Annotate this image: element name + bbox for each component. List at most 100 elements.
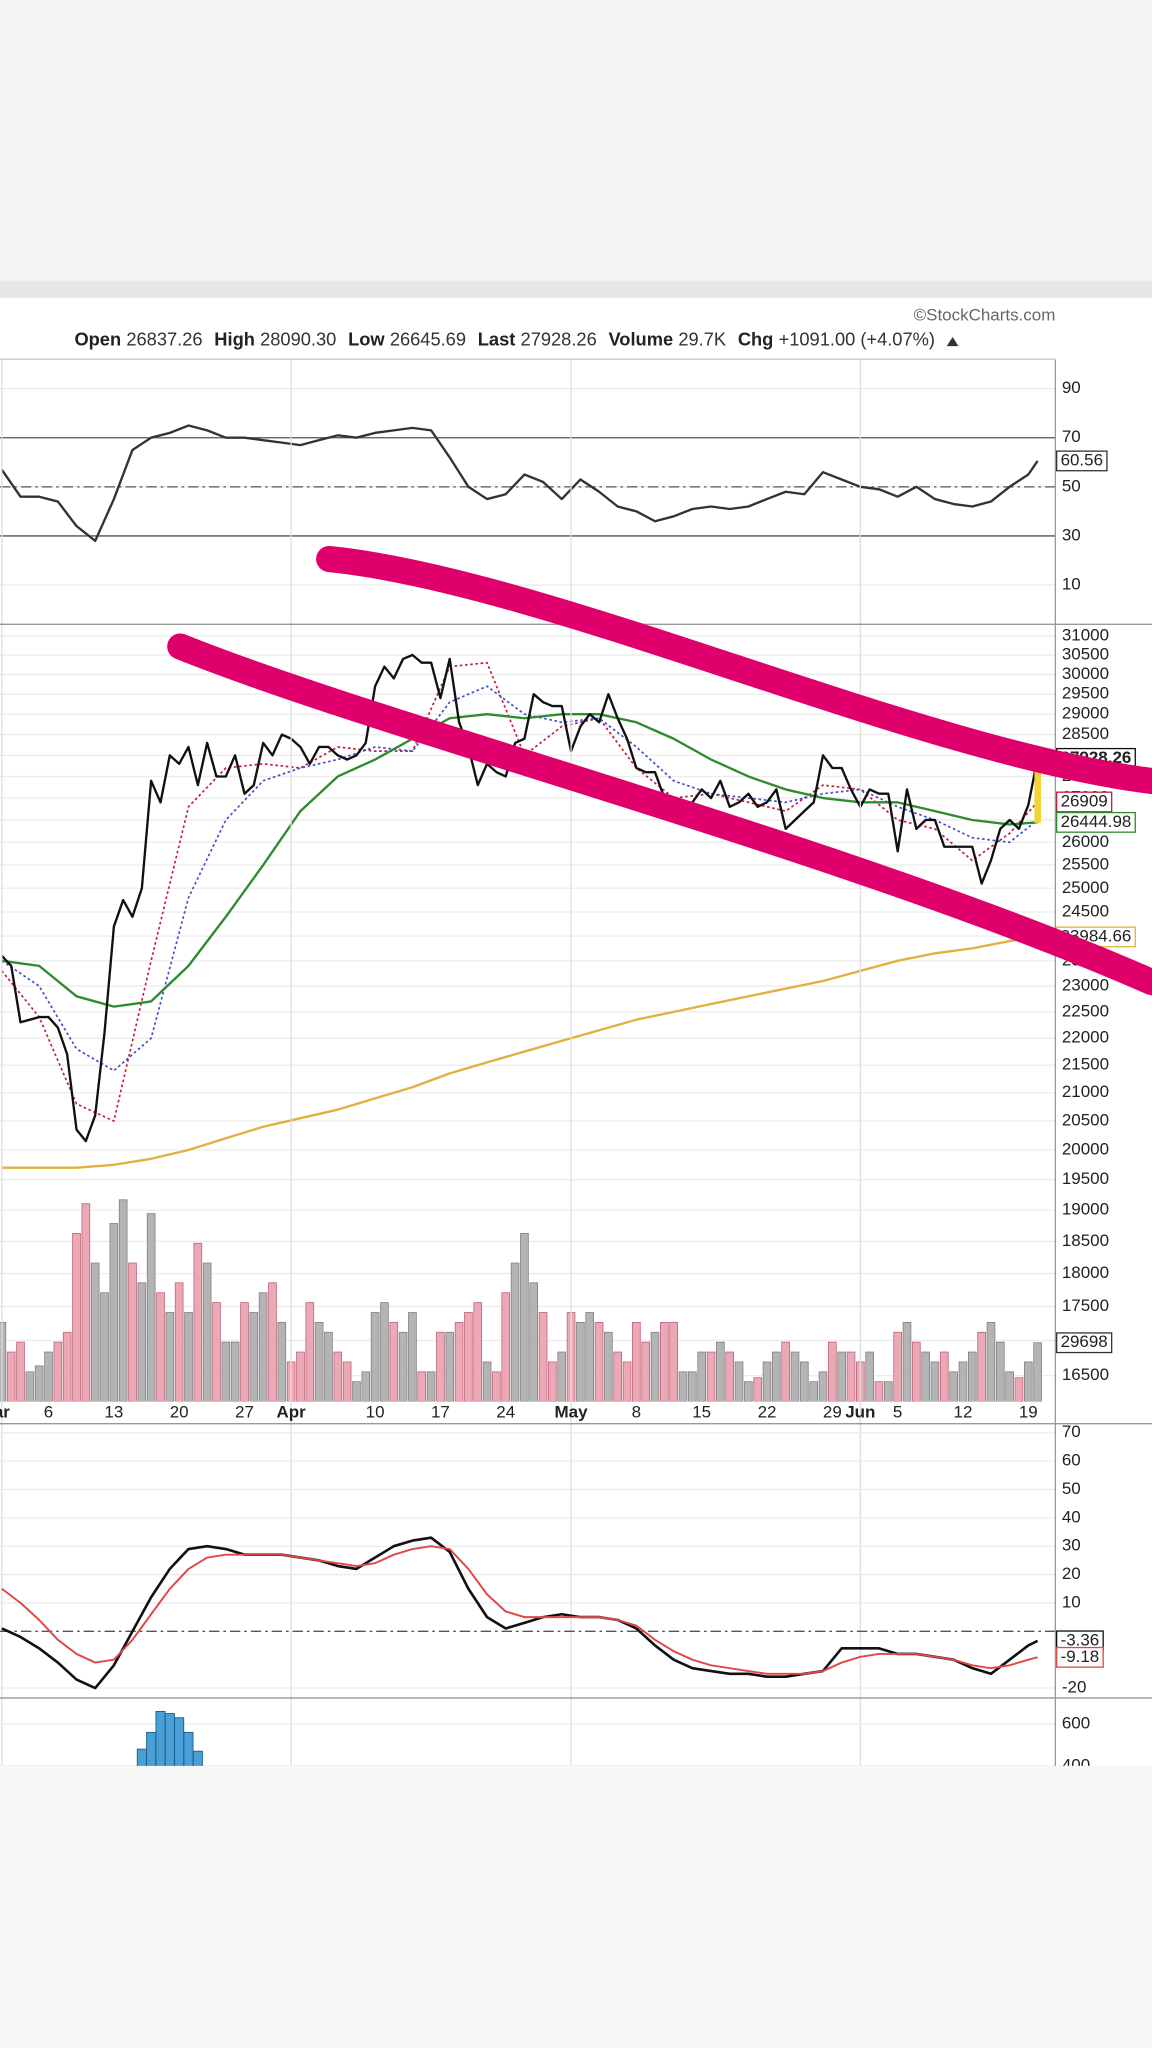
y-tick-label: 23000	[1062, 976, 1109, 995]
series-line	[1, 713, 1038, 1008]
volume-bar	[912, 1341, 921, 1402]
volume-bar	[137, 1282, 147, 1402]
volume-bar	[473, 1302, 483, 1402]
volume-bar	[632, 1321, 641, 1402]
volume-bar	[342, 1361, 352, 1402]
y-tick-label: 25000	[1062, 878, 1109, 897]
x-tick-label: 10	[366, 1403, 385, 1422]
x-tick-label: 13	[104, 1403, 123, 1422]
volume-bar	[389, 1321, 399, 1402]
volume-bar	[230, 1341, 240, 1402]
volume-bar	[193, 1242, 203, 1402]
source: ©StockCharts.com	[914, 306, 1056, 325]
volume-bar	[977, 1331, 986, 1402]
volume-bar	[576, 1321, 585, 1402]
volume-bar	[1033, 1342, 1042, 1402]
volume-bar	[613, 1351, 623, 1402]
volume-bar	[678, 1371, 688, 1402]
volume-bar	[221, 1341, 231, 1402]
x-tick-label: 5	[893, 1403, 902, 1422]
panel	[0, 1710, 1056, 1766]
header-value: 28090.30	[260, 329, 336, 350]
volume-bar	[53, 1341, 63, 1402]
volume-bar	[445, 1331, 455, 1402]
panel	[0, 635, 1056, 1402]
volume-bar	[174, 1282, 184, 1402]
volume-bar	[380, 1302, 389, 1402]
volume-bar	[62, 1331, 72, 1402]
header-label: Open	[74, 329, 121, 350]
volume-bar	[538, 1312, 548, 1402]
y-tick-label: 25500	[1062, 855, 1109, 874]
volume-bar	[146, 1213, 156, 1402]
y-tick-label: 10	[1062, 575, 1081, 594]
volume-bar	[939, 1351, 949, 1402]
x-tick-label: Jun	[845, 1403, 875, 1422]
volume-bar	[902, 1321, 912, 1402]
volume-bar	[34, 1365, 44, 1402]
series-line	[1, 685, 1039, 1072]
value-label-box	[1055, 450, 1108, 472]
volume-bar	[884, 1381, 893, 1402]
volume-bar	[156, 1292, 165, 1402]
volume-bar	[594, 1321, 604, 1402]
volume-bar	[417, 1371, 427, 1402]
volume-bar	[482, 1361, 492, 1402]
volume-bar	[268, 1282, 277, 1402]
volume-bar	[893, 1331, 902, 1402]
volume-bar	[688, 1371, 697, 1402]
volume-bar	[44, 1351, 53, 1402]
y-tick-label: 400	[1062, 1755, 1090, 1774]
y-tick-label: 600	[1062, 1713, 1090, 1732]
volume-bar	[426, 1371, 436, 1402]
bar	[192, 1750, 203, 1766]
header-label: Low	[348, 329, 385, 350]
volume-bar	[277, 1321, 287, 1402]
chart-area	[0, 297, 1152, 1766]
volume-bar	[520, 1232, 529, 1402]
value-label: 26444.98	[1061, 812, 1132, 831]
volume-bar	[1005, 1371, 1014, 1402]
y-tick-label: 22500	[1062, 1001, 1109, 1020]
trend-stroke	[167, 633, 1152, 996]
volume-bar	[314, 1321, 324, 1402]
y-tick-label: 29000	[1062, 704, 1109, 723]
bar	[183, 1731, 194, 1766]
volume-bar	[202, 1262, 212, 1402]
volume-bar	[865, 1351, 874, 1402]
volume-bar	[305, 1302, 315, 1402]
header-label: High	[214, 329, 255, 350]
bottom-background	[0, 1765, 1152, 2048]
panel-labels: 1650017000175001800018500190001950020000…	[1055, 625, 1136, 1384]
y-tick-label: 24500	[1062, 901, 1109, 920]
volume-bar	[697, 1351, 707, 1402]
x-tick-label: May	[555, 1403, 589, 1422]
volume-bar	[16, 1341, 25, 1402]
volume-bar	[725, 1351, 735, 1402]
header-value: 29.7K	[678, 329, 726, 350]
volume-bar	[874, 1381, 884, 1402]
volume-bar	[846, 1351, 856, 1402]
volume-bar	[585, 1312, 595, 1402]
volume-bar	[398, 1331, 408, 1402]
x-tick-label: 24	[496, 1403, 515, 1422]
volume-bar	[165, 1312, 175, 1402]
y-tick-label: 29500	[1062, 684, 1109, 703]
volume-bar	[716, 1341, 725, 1402]
value-label: 60.56	[1061, 450, 1103, 469]
annotations	[167, 545, 1152, 996]
volume-bar	[492, 1371, 501, 1402]
sort-icon	[946, 336, 959, 347]
x-tick-label: 27	[235, 1403, 254, 1422]
volume-bar	[818, 1371, 828, 1402]
volume-bar	[781, 1341, 790, 1402]
volume-bar	[921, 1351, 930, 1402]
x-tick-label: 22	[758, 1403, 777, 1422]
x-tick-label: 12	[954, 1403, 973, 1422]
volume-bar	[118, 1199, 128, 1402]
volume-bar	[967, 1351, 977, 1402]
series-line	[1, 1536, 1039, 1690]
volume-bar	[408, 1312, 417, 1402]
volume-bar	[529, 1282, 539, 1402]
volume-bar	[734, 1361, 744, 1402]
